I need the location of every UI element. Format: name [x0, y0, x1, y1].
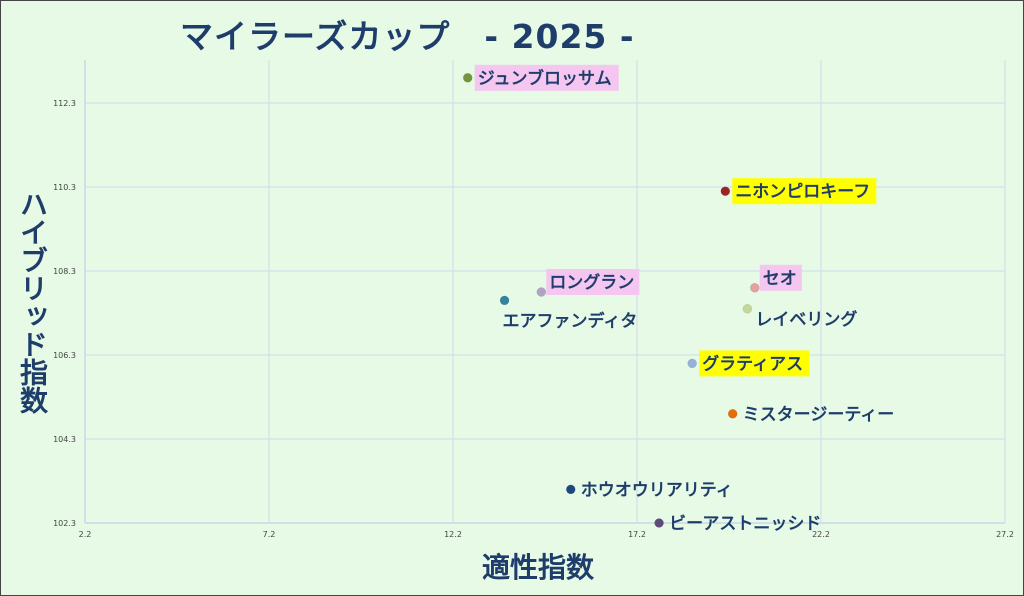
y-tick-label: 104.3 [53, 435, 76, 444]
chart-title: マイラーズカップ - 2025 - [180, 17, 635, 56]
data-point-label: ホウオウリアリティ [581, 480, 733, 500]
x-tick-label: 27.2 [996, 530, 1014, 539]
y-tick-label: 108.3 [53, 267, 76, 276]
y-tick-label: 110.3 [53, 183, 76, 192]
data-point-label: ジュンブロッサム [478, 68, 612, 89]
label-highlight [732, 178, 877, 205]
data-point [654, 518, 664, 528]
data-point [462, 73, 473, 83]
data-point [687, 358, 697, 369]
data-point-label: ビーアストニッシド [669, 514, 821, 534]
data-point [720, 186, 731, 196]
y-axis-label: ハイブリッド指数 [16, 190, 49, 414]
data-point-group: ジュンブロッサム [462, 64, 619, 91]
data-point-label: エアファンディタ [503, 310, 638, 331]
data-point-label: レイベリング [755, 309, 857, 330]
data-point-label: ミスタージーティー [743, 405, 895, 425]
x-tick-label: 12.2 [444, 530, 462, 539]
label-highlight [699, 350, 810, 377]
label-highlight [759, 264, 802, 291]
data-point-group: ニホンピロキーフ [720, 178, 877, 205]
data-point [536, 287, 547, 297]
data-point-group: エアファンディタ [499, 295, 638, 331]
data-point [750, 283, 760, 293]
label-highlight [546, 269, 640, 295]
y-tick-label: 106.3 [53, 351, 76, 360]
data-point-group: ビーアストニッシド [654, 514, 821, 534]
y-tick-label: 112.3 [53, 99, 76, 108]
data-point [499, 295, 510, 306]
data-point-group: レイベリング [742, 304, 857, 330]
data-point-group: ミスタージーティー [727, 405, 895, 425]
data-point-label: グラティアス [702, 353, 803, 374]
x-tick-label: 17.2 [628, 530, 646, 539]
x-tick-label: 2.2 [79, 530, 92, 539]
data-point-label: セオ [763, 269, 797, 289]
data-point [727, 409, 738, 419]
data-point [742, 304, 753, 314]
data-point-group: セオ [750, 264, 802, 293]
x-tick-label: 7.2 [263, 530, 276, 539]
x-tick-label: 22.2 [812, 530, 830, 539]
tick-labels: 2.2 7.2 12.2 17.2 22.2 27.2 102.3 104.3 106.3 108… [53, 99, 1014, 539]
data-point-group: ホウオウリアリティ [566, 480, 733, 500]
data-point-label: ニホンピロキーフ [735, 182, 870, 202]
y-tick-label: 102.3 [53, 519, 76, 528]
data-point-label: ロングラン [549, 272, 634, 293]
label-highlight [474, 64, 619, 91]
x-axis-label: 適性指数 [482, 551, 595, 584]
data-point [566, 484, 576, 495]
data-point-group: ロングラン [536, 269, 640, 297]
data-point-group: グラティアス [687, 350, 810, 377]
